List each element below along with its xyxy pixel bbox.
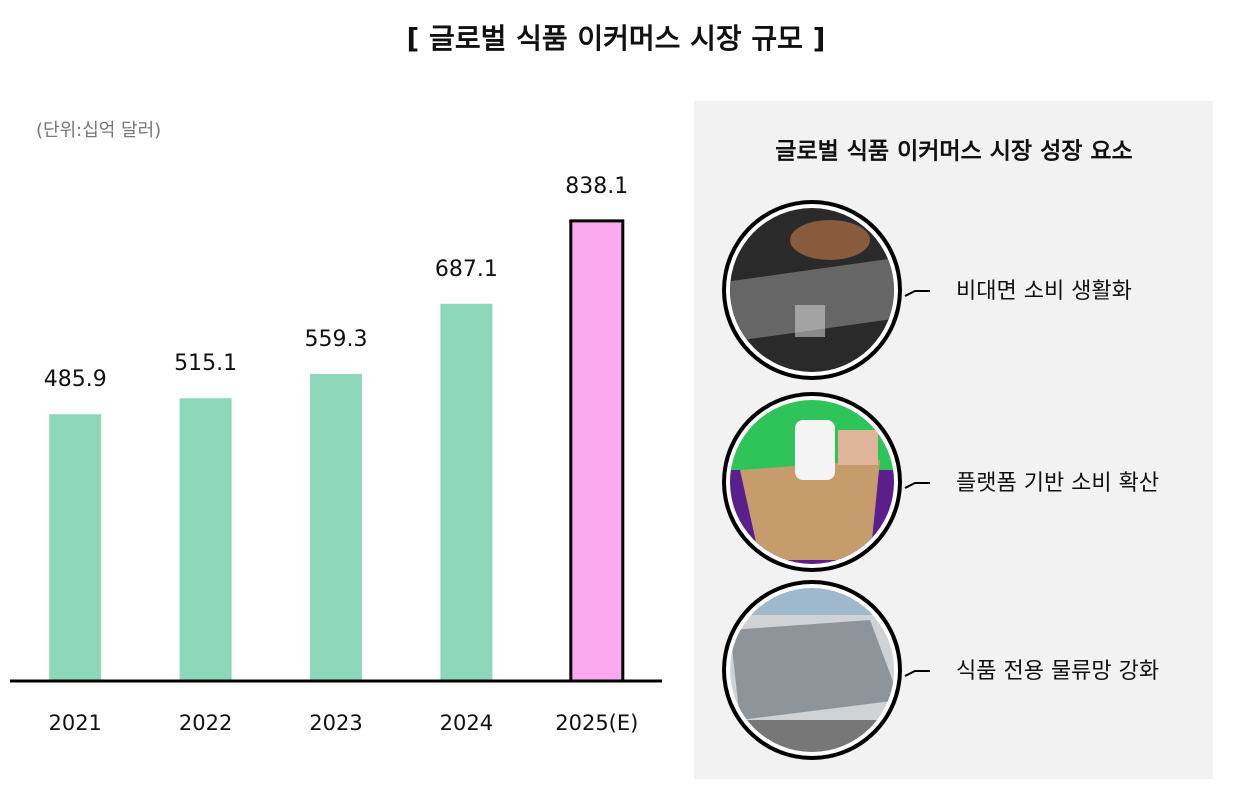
bar [179, 398, 232, 681]
item-label: 플랫폼 기반 소비 확산 [956, 471, 1159, 496]
connector [904, 670, 930, 677]
chart-title: [ 글로벌 식품 이커머스 시장 규모 ] [407, 22, 826, 55]
item-label: 식품 전용 물류망 강화 [956, 659, 1159, 684]
x-tick-label: 2021 [48, 711, 101, 735]
bar [310, 373, 362, 681]
item-image [722, 580, 902, 760]
x-tick-label: 2023 [309, 711, 362, 735]
value-label: 687.1 [435, 257, 498, 282]
value-label: 485.9 [44, 367, 107, 392]
bar [440, 303, 493, 681]
item-image [722, 200, 902, 380]
bar [569, 219, 625, 683]
item-image [722, 392, 902, 572]
x-tick-label: 2022 [179, 711, 232, 735]
connector [904, 290, 930, 297]
value-label: 515.1 [174, 351, 237, 376]
bar [49, 414, 102, 681]
unit-label: (단위:십억 달러) [36, 120, 161, 141]
value-label: 559.3 [305, 327, 368, 352]
item-label: 비대면 소비 생활화 [956, 279, 1132, 304]
x-tick-label: 2024 [440, 711, 493, 735]
panel-title: 글로벌 식품 이커머스 시장 성장 요소 [775, 139, 1132, 165]
connector [904, 482, 930, 489]
x-tick-label: 2025(E) [555, 711, 638, 735]
value-label: 838.1 [565, 174, 628, 199]
